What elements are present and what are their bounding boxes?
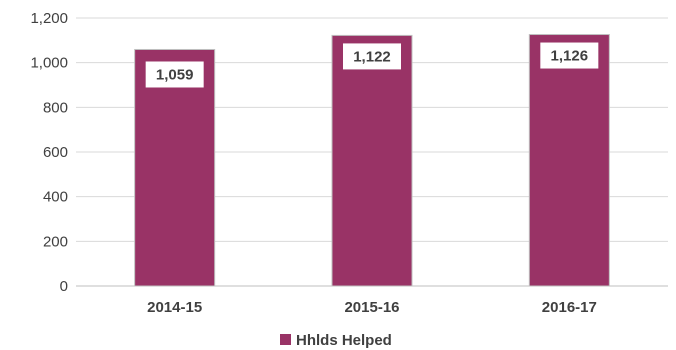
data-labels: 1,059 1,122 1,126 bbox=[145, 42, 599, 88]
legend-label-hhlds-helped: Hhlds Helped bbox=[296, 332, 392, 349]
x-axis-category-labels: 2014-15 2015-16 2016-17 bbox=[147, 299, 597, 316]
y-axis-tick-labels: 0 200 400 600 800 1,000 1,200 bbox=[30, 10, 68, 295]
y-tick-label: 400 bbox=[43, 189, 68, 206]
data-label-box bbox=[145, 61, 204, 88]
bar-2016-17 bbox=[528, 34, 610, 287]
legend: Hhlds Helped bbox=[280, 332, 392, 349]
y-tick-label: 600 bbox=[43, 144, 68, 161]
y-tick-label: 800 bbox=[43, 99, 68, 116]
y-tick-label: 0 bbox=[60, 278, 68, 295]
x-category-label-2014-15: 2014-15 bbox=[147, 299, 202, 316]
data-label-box bbox=[343, 43, 401, 70]
y-tick-label: 200 bbox=[43, 233, 68, 250]
y-tick-label: 1,000 bbox=[30, 55, 68, 72]
x-category-label-2015-16: 2015-16 bbox=[344, 299, 399, 316]
bar-2015-16 bbox=[331, 34, 413, 287]
data-label-2015-16: 1,122 bbox=[353, 48, 391, 65]
x-category-label-2016-17: 2016-17 bbox=[542, 299, 597, 316]
bars bbox=[134, 34, 610, 287]
y-tick-label: 1,200 bbox=[30, 10, 68, 27]
data-label-2016-17: 1,126 bbox=[551, 48, 589, 65]
data-label-2014-15: 1,059 bbox=[156, 66, 194, 83]
data-label-box bbox=[540, 42, 599, 69]
legend-swatch bbox=[280, 334, 291, 345]
